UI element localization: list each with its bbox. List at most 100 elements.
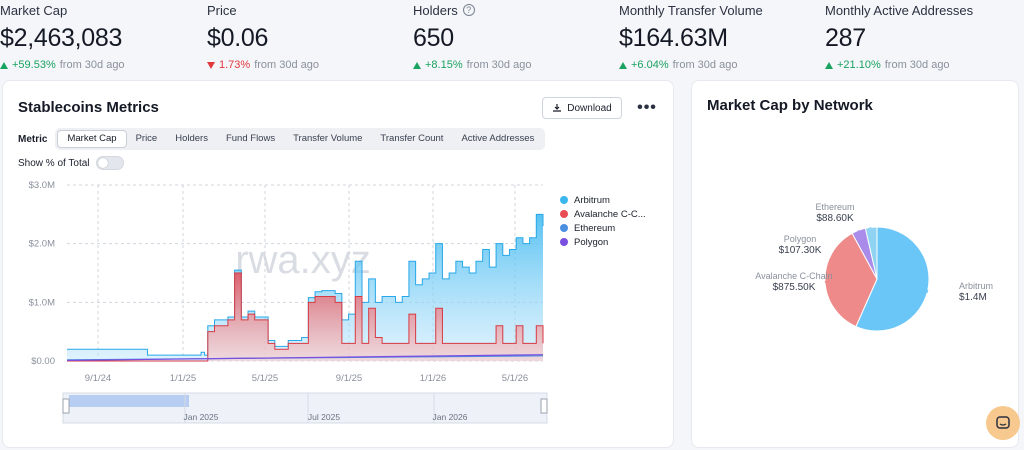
pie-leader-line (855, 230, 860, 238)
line-arbitrum (67, 213, 544, 356)
stat-value: $0.06 (207, 24, 269, 52)
x-tick-label: 5/1/25 (252, 373, 278, 384)
stat-label-text: Price (207, 2, 237, 18)
stat-value: $2,463,083 (0, 24, 123, 52)
tab-holders[interactable]: Holders (175, 133, 208, 144)
arrow-up-icon (825, 61, 833, 69)
pie-leader-line (867, 226, 872, 230)
pie-leader-line (824, 280, 829, 289)
change-period: from 30d ago (59, 59, 125, 71)
legend-label: Avalanche C-C... (574, 208, 646, 220)
chart-legend: Arbitrum Avalanche C-C... Ethereum Polyg… (560, 193, 646, 249)
tab-fund-flows[interactable]: Fund Flows (225, 133, 276, 144)
watermark-text: rwa.xyz (235, 238, 371, 282)
arrow-up-icon (0, 61, 8, 69)
y-tick-label: $1.0M (29, 297, 55, 308)
tab-price[interactable]: Price (135, 133, 158, 144)
stat-holders: Holders? 650 +8.15% from 30d ago (413, 2, 613, 71)
stat-label: Price (207, 2, 407, 18)
navigator-label: Jan 2025 (184, 412, 219, 422)
navigator-handle-right (540, 398, 548, 414)
stat-label-text: Monthly Transfer Volume (619, 2, 763, 18)
metric-tabs: Market Cap Price Holders Fund Flows Tran… (55, 128, 546, 150)
change-period: from 30d ago (672, 59, 738, 71)
stat-change: +6.04% from 30d ago (619, 59, 819, 71)
x-tick-label: 1/1/25 (170, 373, 196, 384)
toggle-knob (97, 158, 108, 168)
tab-active-addresses[interactable]: Active Addresses (461, 133, 535, 144)
stat-monthly-active-addresses: Monthly Active Addresses 287 +21.10% from… (825, 2, 1024, 71)
navigator-label: Jul 2025 (308, 412, 340, 422)
pie-label-value: $107.30K (779, 245, 822, 256)
stat-value: 650 (413, 24, 454, 52)
legend-label: Arbitrum (574, 194, 610, 206)
stablecoins-metrics-card: Stablecoins Metrics Download ••• Metric … (2, 80, 674, 448)
navigator-series (69, 395, 189, 407)
legend-dot (560, 196, 568, 204)
toggle-label: Show % of Total (18, 157, 90, 169)
stat-price: Price $0.06 1.73% from 30d ago (207, 2, 407, 71)
pie-chart: Arbitrum$1.4M Avalanche C-Chain$875.50K Po… (755, 202, 993, 332)
x-tick-label: 9/1/25 (336, 373, 362, 384)
stat-label: Monthly Active Addresses (825, 2, 1024, 18)
chat-icon (996, 416, 1010, 429)
y-tick-label: $0.00 (31, 356, 55, 367)
change-period: from 30d ago (884, 59, 950, 71)
pie-slice-ethereum (864, 226, 878, 280)
card-title: Market Cap by Network (707, 97, 873, 114)
line-polygon (66, 354, 544, 362)
line-avalanche (67, 272, 544, 362)
chat-button[interactable] (986, 406, 1020, 440)
download-button[interactable]: Download (542, 97, 622, 119)
card-title: Stablecoins Metrics (18, 99, 159, 116)
stat-change: +21.10% from 30d ago (825, 59, 1024, 71)
legend-dot (560, 238, 568, 246)
stat-label-text: Monthly Active Addresses (825, 2, 974, 18)
tab-market-cap[interactable]: Market Cap (57, 130, 127, 148)
stat-monthly-transfer-volume: Monthly Transfer Volume $164.63M +6.04% f… (619, 2, 819, 71)
arrow-up-icon (413, 61, 421, 69)
stacked-area-chart: rwa.xyz $0.00 $1.0M $2.0M $3.0M 9/1/24 1/1/25 5… (29, 180, 548, 424)
stat-label-text: Holders (413, 2, 458, 18)
stat-value: 287 (825, 24, 866, 52)
stat-value: $164.63M (619, 24, 728, 52)
download-label: Download (567, 102, 612, 114)
show-percent-toggle-row: Show % of Total (18, 156, 124, 170)
legend-label: Polygon (574, 236, 609, 248)
stat-label-text: Market Cap (0, 2, 68, 18)
stat-market-cap: Market Cap $2,463,083 +59.53% from 30d ag… (0, 2, 200, 71)
tab-transfer-count[interactable]: Transfer Count (380, 133, 444, 144)
legend-item-avalanche[interactable]: Avalanche C-C... (560, 207, 646, 221)
change-percent: +21.10% (837, 59, 881, 71)
x-tick-label: 5/1/26 (502, 373, 528, 384)
arrow-up-icon (619, 61, 627, 69)
y-tick-label: $3.0M (29, 180, 55, 191)
legend-dot (560, 224, 568, 232)
stat-change: +59.53% from 30d ago (0, 59, 200, 71)
metric-selector: Metric Market Cap Price Holders Fund Flo… (18, 127, 546, 151)
change-percent: +6.04% (631, 59, 669, 71)
legend-dot (560, 210, 568, 218)
legend-item-polygon[interactable]: Polygon (560, 235, 646, 249)
pie-slice-avalanche-c-chain (824, 232, 878, 328)
pie-label-name: Arbitrum (959, 281, 993, 291)
pie-label-name: Avalanche C-Chain (755, 271, 832, 281)
tab-transfer-volume[interactable]: Transfer Volume (293, 133, 363, 144)
stat-label: Market Cap (0, 2, 200, 18)
pie-label-value: $875.50K (773, 282, 816, 293)
navigator-label: Jan 2026 (433, 412, 468, 422)
legend-item-arbitrum[interactable]: Arbitrum (560, 193, 646, 207)
stat-label: Monthly Transfer Volume (619, 2, 819, 18)
pie-label-name: Polygon (784, 234, 817, 244)
legend-item-ethereum[interactable]: Ethereum (560, 221, 646, 235)
metric-label: Metric (18, 133, 48, 145)
stat-label: Holders? (413, 2, 613, 18)
show-percent-toggle[interactable] (95, 156, 124, 170)
help-icon[interactable]: ? (462, 4, 475, 16)
change-percent: +8.15% (425, 59, 463, 71)
stat-change: +8.15% from 30d ago (413, 59, 613, 71)
pie-label-value: $1.4M (959, 292, 987, 303)
change-period: from 30d ago (466, 59, 532, 71)
more-options-button[interactable]: ••• (637, 99, 657, 116)
area-arbitrum (67, 214, 543, 361)
